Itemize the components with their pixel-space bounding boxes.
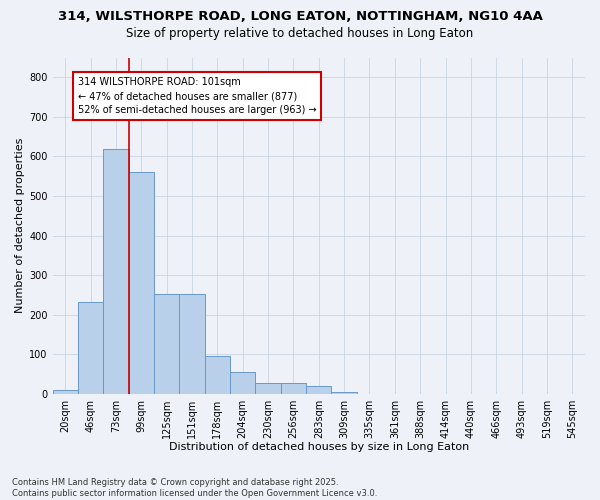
Text: Size of property relative to detached houses in Long Eaton: Size of property relative to detached ho… (127, 28, 473, 40)
Bar (205, 356, 230, 394)
Bar (331, 392, 357, 394)
Text: 314, WILSTHORPE ROAD, LONG EATON, NOTTINGHAM, NG10 4AA: 314, WILSTHORPE ROAD, LONG EATON, NOTTIN… (58, 10, 542, 23)
Y-axis label: Number of detached properties: Number of detached properties (15, 138, 25, 314)
X-axis label: Distribution of detached houses by size in Long Eaton: Distribution of detached houses by size … (169, 442, 469, 452)
Text: Contains HM Land Registry data © Crown copyright and database right 2025.
Contai: Contains HM Land Registry data © Crown c… (12, 478, 377, 498)
Bar (128, 172, 154, 394)
Bar (179, 294, 205, 394)
Bar (306, 386, 331, 394)
Bar (78, 302, 103, 394)
Bar (154, 294, 179, 394)
Text: 314 WILSTHORPE ROAD: 101sqm
← 47% of detached houses are smaller (877)
52% of se: 314 WILSTHORPE ROAD: 101sqm ← 47% of det… (78, 78, 317, 116)
Bar (53, 390, 78, 394)
Bar (230, 372, 256, 394)
Bar (256, 384, 281, 394)
Bar (281, 384, 306, 394)
Bar (103, 148, 128, 394)
